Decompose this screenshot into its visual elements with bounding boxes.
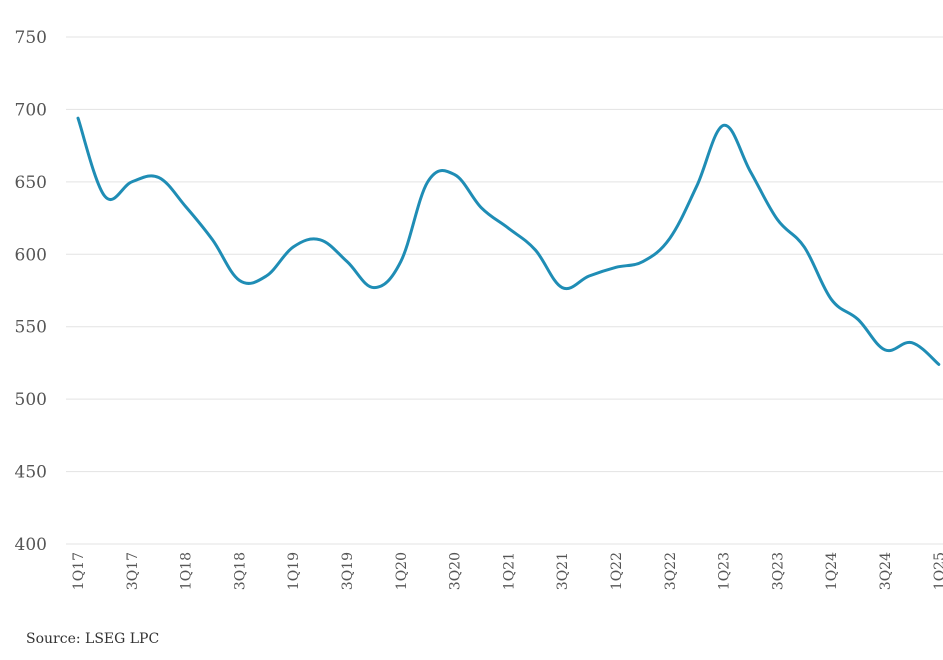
x-tick-label: 1Q23 xyxy=(717,552,733,590)
x-axis-ticks: 1Q17 3Q17 1Q18 3Q18 1Q19 3Q19 1Q20 3Q20 1Q21 3Q21… xyxy=(71,552,943,590)
y-tick-label: 600 xyxy=(15,245,47,265)
x-tick-label: 1Q24 xyxy=(824,552,840,590)
y-tick-label: 550 xyxy=(15,318,47,338)
y-axis-ticks: 750 700 650 600 550 500 450 400 xyxy=(15,28,47,555)
x-tick-label: 3Q17 xyxy=(125,552,141,590)
x-tick-label: 1Q21 xyxy=(501,552,517,590)
y-tick-label: 400 xyxy=(15,535,47,555)
y-tick-label: 700 xyxy=(15,100,47,120)
x-tick-label: 1Q17 xyxy=(71,552,87,590)
y-tick-label: 750 xyxy=(15,28,47,48)
x-tick-label: 1Q18 xyxy=(179,552,195,590)
series-line xyxy=(76,116,941,366)
x-tick-label: 3Q24 xyxy=(878,552,894,590)
x-tick-label: 3Q19 xyxy=(340,552,356,590)
x-tick-label: 3Q20 xyxy=(448,552,464,590)
x-tick-label: 1Q22 xyxy=(609,552,625,590)
x-tick-label: 3Q21 xyxy=(555,552,571,590)
y-tick-label: 500 xyxy=(15,390,47,410)
x-tick-label: 3Q18 xyxy=(232,552,248,590)
x-tick-label: 1Q25 xyxy=(932,552,943,590)
x-tick-label: 1Q20 xyxy=(394,552,410,590)
x-tick-label: 1Q19 xyxy=(286,552,302,590)
y-tick-label: 450 xyxy=(15,463,47,483)
y-tick-label: 650 xyxy=(15,173,47,193)
x-tick-label: 3Q23 xyxy=(770,552,786,590)
x-tick-label: 3Q22 xyxy=(663,552,679,590)
series-layer xyxy=(76,116,941,366)
source-note: Source: LSEG LPC xyxy=(26,631,160,647)
gridlines xyxy=(66,36,943,545)
